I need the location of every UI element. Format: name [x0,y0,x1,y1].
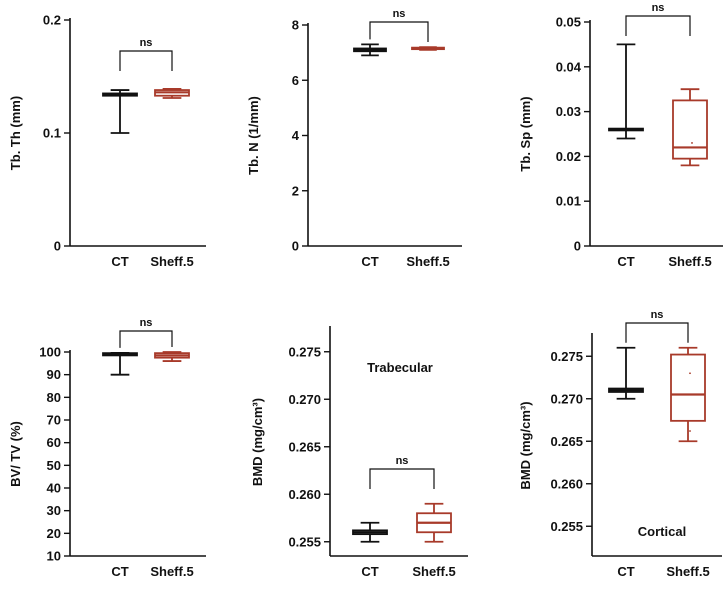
y-tick-label: 0.02 [556,149,581,164]
y-tick-label: 6 [292,73,299,88]
y-tick-label: 0 [54,239,61,254]
x-tick-label: Sheff.5 [406,254,449,269]
x-tick-label: Sheff.5 [412,564,455,579]
y-tick-label: 0.03 [556,104,581,119]
y-tick-label: 0.1 [43,126,61,141]
significance-label: ns [140,37,153,49]
box-sheff-5 [672,88,708,167]
y-tick-label: 70 [47,413,61,428]
significance-bracket [625,322,689,343]
y-axis-label: Tb. Th (mm) [8,96,23,170]
y-tick-label: 0.01 [556,194,581,209]
y-tick-label: 90 [47,367,61,382]
x-tick-label: CT [111,254,128,269]
y-tick-label: 0.05 [556,15,581,30]
y-axis-label: BMD (mg/cm³) [518,401,533,489]
y-tick-label: 8 [292,18,299,33]
y-tick-label: 0.275 [288,344,321,359]
box-ct [608,43,644,140]
y-tick-label: 10 [47,549,61,564]
y-axis-label: Tb. N (1/mm) [246,96,261,175]
x-tick-label: Sheff.5 [150,254,193,269]
significance-label: ns [140,317,153,329]
x-tick-label: CT [617,564,634,579]
panel-2: 0 2 4 6 8 Tb. N (1/mm) CT Sheff.5 ns [246,8,462,269]
panel-6: 0.255 0.260 0.265 0.270 0.275 BMD (mg/cm³) CT S… [518,309,722,579]
y-tick-label: 0.265 [550,434,583,449]
panel-annotation: Cortical [638,524,686,539]
x-tick-label: CT [111,564,128,579]
significance-bracket [119,50,173,71]
y-tick-label: 2 [292,183,299,198]
significance-bracket [625,15,691,36]
box-ct [353,43,387,57]
y-tick-label: 80 [47,390,61,405]
y-tick-label: 0.04 [556,59,582,74]
y-tick-label: 50 [47,458,61,473]
box-sheff-5 [154,351,190,362]
y-axis-label: BV/ TV (%) [8,421,23,487]
box-sheff-5 [670,346,706,443]
x-tick-label: Sheff.5 [666,564,709,579]
y-tick-label: 20 [47,526,61,541]
y-tick-label: 0.265 [288,439,321,454]
y-tick-label: 0.2 [43,13,61,28]
panel-5: 0.255 0.260 0.265 0.270 0.275 BMD (mg/cm³) CT S… [250,326,468,579]
significance-label: ns [652,2,665,14]
y-tick-label: 0.255 [288,534,321,549]
y-tick-label: 40 [47,481,61,496]
y-tick-label: 100 [39,345,61,360]
y-tick-label: 4 [292,128,300,143]
box-point [689,430,691,432]
panel-3: 0 0.01 0.02 0.03 0.04 0.05 Tb. Sp (mm) CT Sheff.… [518,2,723,269]
y-tick-label: 0.260 [288,487,321,502]
y-tick-label: 0.270 [550,391,583,406]
significance-label: ns [393,8,406,20]
significance-bracket [369,21,429,42]
box-iqr [670,353,706,422]
y-tick-label: 0 [292,239,299,254]
y-tick-label: 0.275 [550,349,583,364]
y-tick-label: 0.270 [288,392,321,407]
significance-bracket [369,468,435,489]
panel-1: 0 0.1 0.2 Tb. Th (mm) CT Sheff.5 ns [8,13,206,269]
box-sheff-5 [411,46,445,51]
y-axis-label: Tb. Sp (mm) [518,96,533,171]
y-tick-label: 60 [47,435,61,450]
box-point [691,142,693,144]
x-tick-label: Sheff.5 [668,254,711,269]
x-tick-label: CT [361,254,378,269]
significance-bracket [119,330,173,348]
y-tick-label: 0.260 [550,476,583,491]
y-tick-label: 0.255 [550,519,583,534]
x-tick-label: Sheff.5 [150,564,193,579]
significance-label: ns [651,309,664,321]
box-ct [608,346,644,400]
panel-annotation: Trabecular [367,360,433,375]
box-sheff-5 [154,88,190,99]
box-ct [102,352,138,376]
panel-4: 10 20 30 40 50 60 70 80 90 100 BV/ TV (%) CT Sheff.5… [8,317,206,579]
x-tick-label: CT [361,564,378,579]
box-ct [102,89,138,134]
significance-label: ns [396,455,409,467]
box-sheff-5 [416,502,452,543]
y-tick-label: 30 [47,503,61,518]
box-point [689,372,691,375]
x-tick-label: CT [617,254,634,269]
box-iqr [672,99,708,160]
y-axis-label: BMD (mg/cm³) [250,398,265,486]
y-tick-label: 0 [574,239,581,254]
box-ct [352,521,388,543]
